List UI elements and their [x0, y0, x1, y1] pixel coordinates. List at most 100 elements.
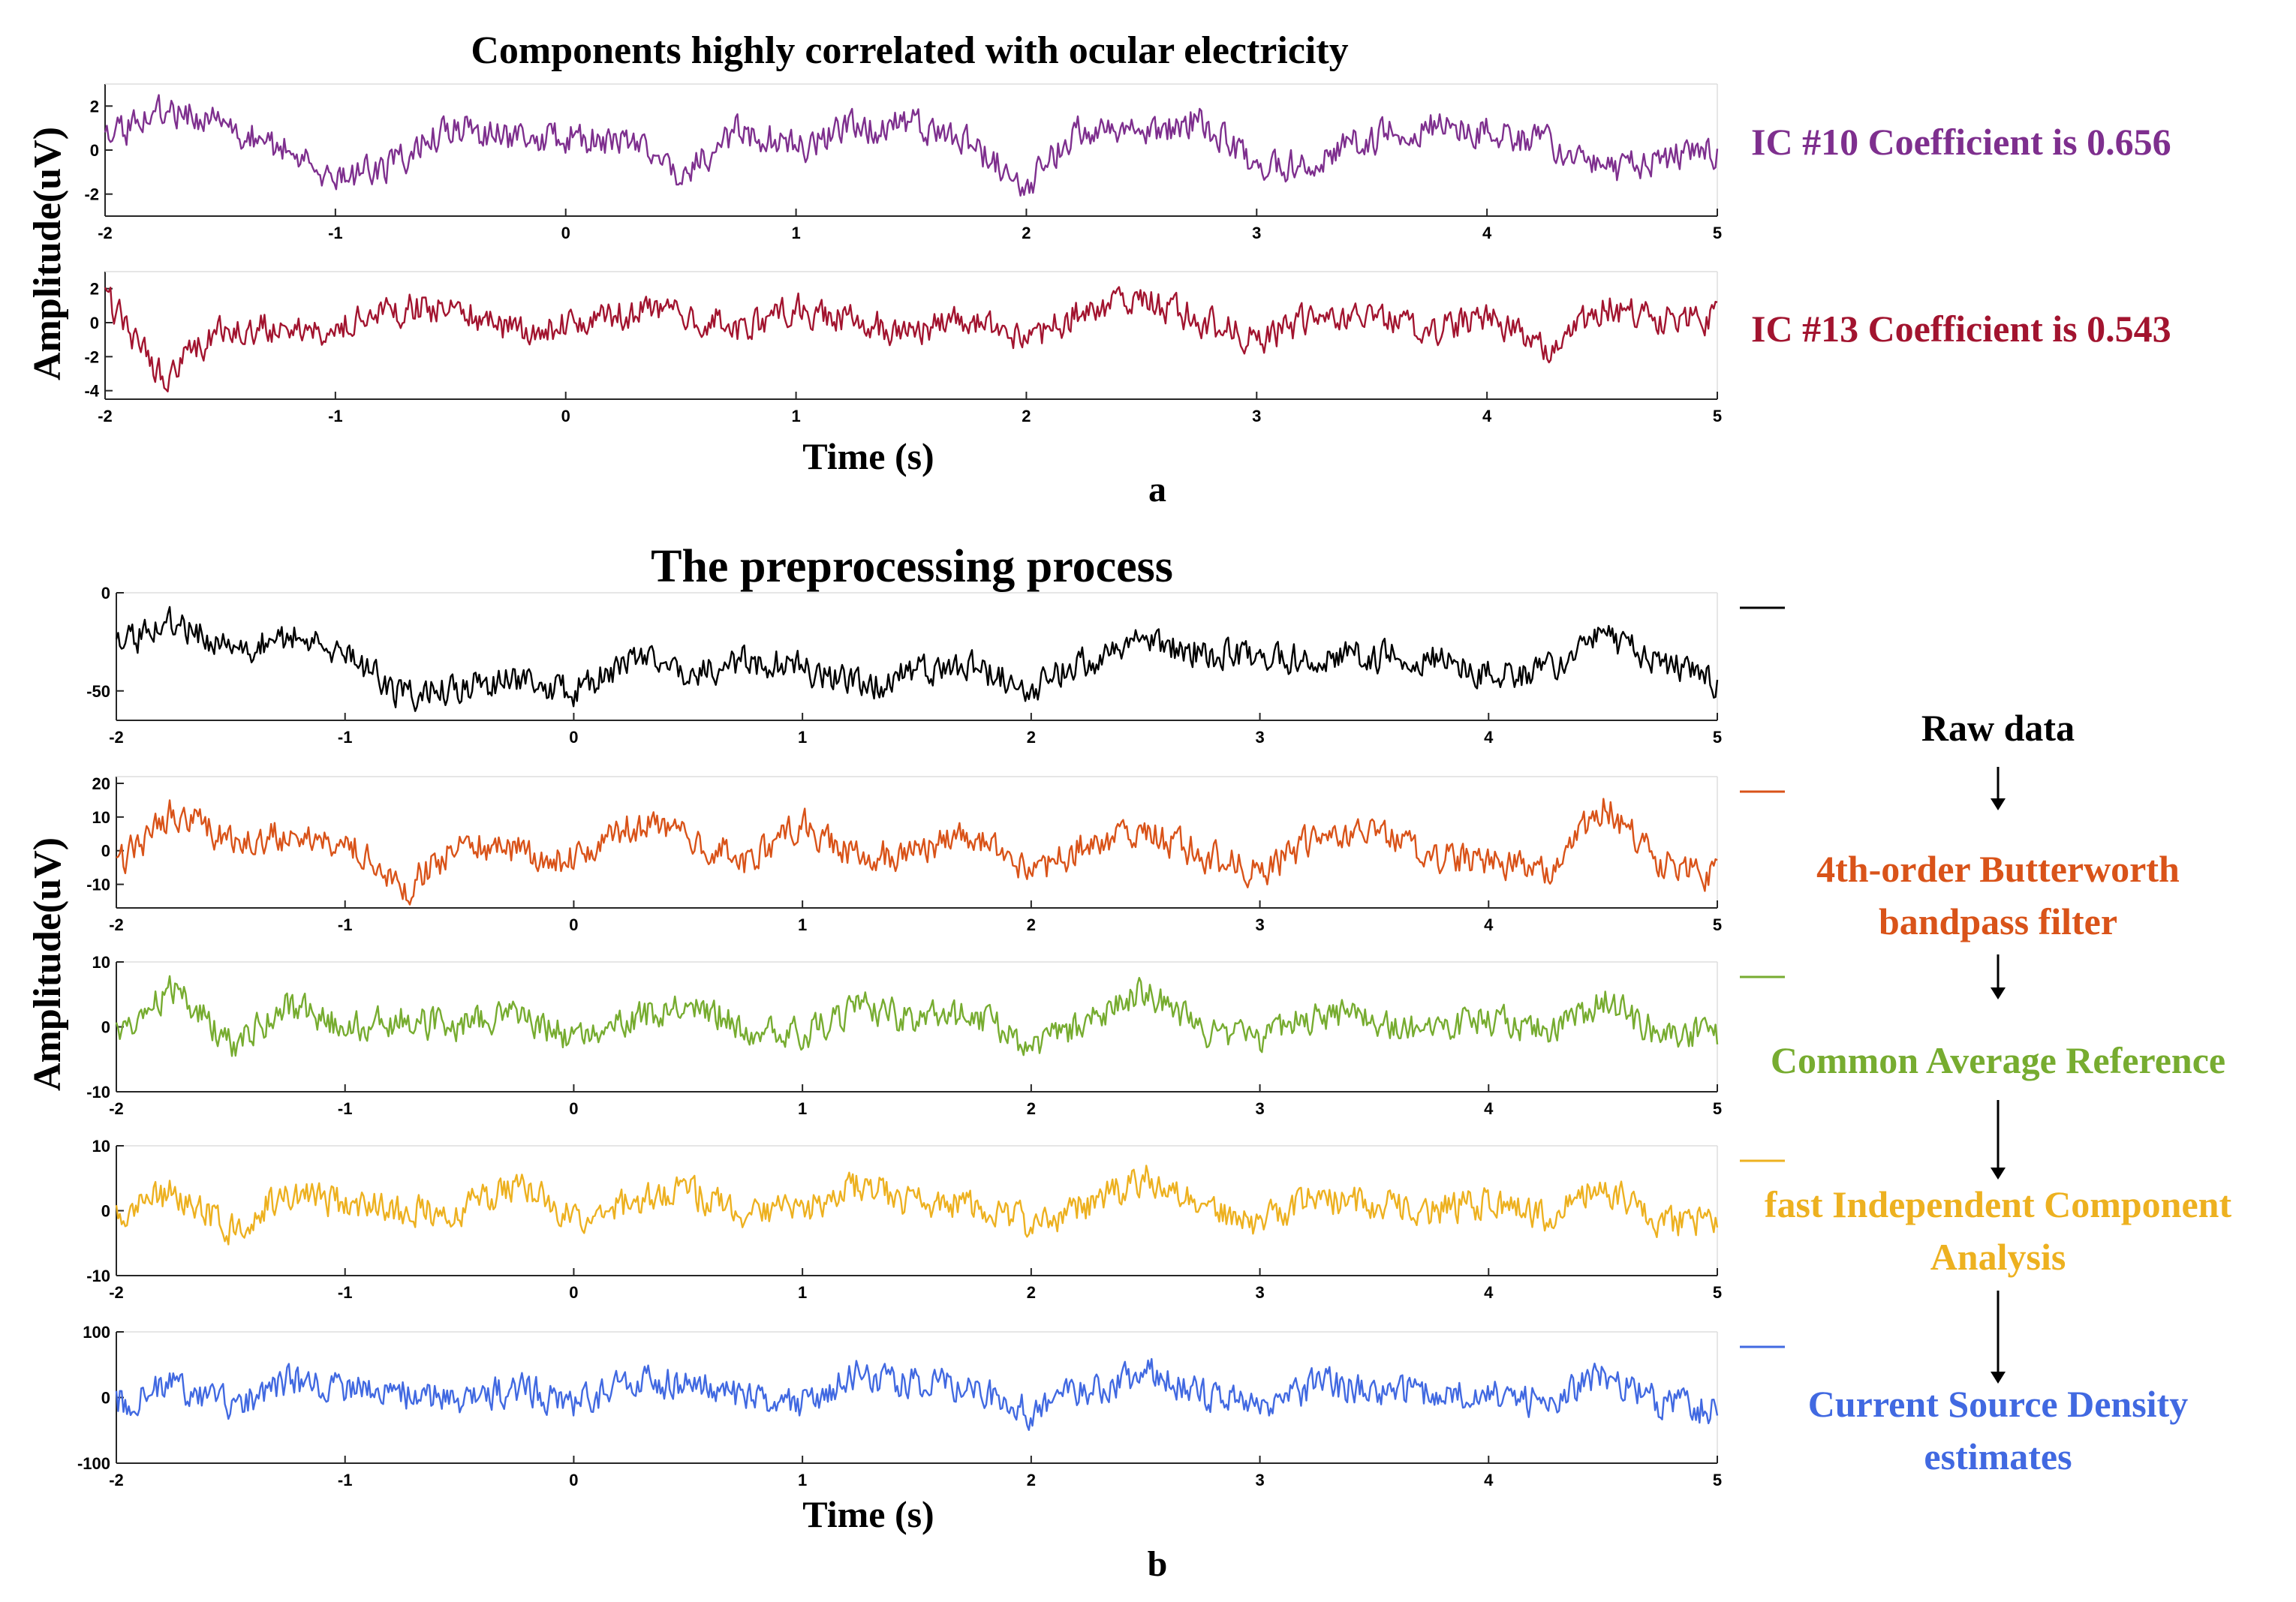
panel-a-xtick-label-1: 3 — [1252, 407, 1261, 425]
panel-a-ytick-label-0: -2 — [84, 185, 99, 204]
panel-b-series-line-4 — [115, 1357, 1719, 1432]
panel-b-xtick-label-4: 5 — [1713, 1471, 1722, 1489]
flow-step-fastica-line1: fast Independent Component — [1765, 1183, 2232, 1225]
panel-b-xtick-label-3: -1 — [338, 1283, 353, 1302]
panel-b-ytick-label-4: -100 — [77, 1454, 110, 1473]
panel-b-xtick-label-2: 0 — [569, 1099, 578, 1118]
panel-b-xtick-label-4: 3 — [1255, 1471, 1264, 1489]
panel-a-xtick-label-0: 4 — [1482, 224, 1492, 242]
panel-b-xtick-label-3: 1 — [798, 1283, 807, 1302]
panel-b-ytick-label-4: 0 — [101, 1389, 110, 1408]
panel-b-xtick-label-4: -1 — [338, 1471, 353, 1489]
panel-a-xtick-label-0: 0 — [561, 224, 570, 242]
panel-b-xtick-label-3: 5 — [1713, 1283, 1722, 1302]
panel-b-ytick-label-2: 0 — [101, 1018, 110, 1037]
panel-a-xtick-label-1: -2 — [98, 407, 113, 425]
panel-a-ytick-label-1: 0 — [90, 314, 99, 332]
panel-a-ytick-label-1: 2 — [90, 280, 99, 299]
panel-a-series-line-1 — [104, 286, 1718, 392]
panel-a-ylabel: Amplitude(uV) — [26, 127, 69, 380]
flow-step-fastica-line2: Analysis — [1930, 1236, 2066, 1278]
panel-a-xtick-label-1: 1 — [791, 407, 800, 425]
panel-b-series-line-1 — [116, 798, 1718, 906]
panel-b-xtick-label-0: 3 — [1255, 728, 1264, 747]
panel-b-xtick-label-2: 3 — [1255, 1099, 1264, 1118]
panel-b-xtick-label-3: -2 — [109, 1283, 124, 1302]
panel-b-xtick-label-4: 4 — [1484, 1471, 1494, 1489]
panel-b-xtick-label-3: 3 — [1255, 1283, 1264, 1302]
panel-b-xtick-label-4: 1 — [798, 1471, 807, 1489]
panel-a-subplot-0: -2 -1 0 1 2 3 4 5 -2 0 2 — [84, 83, 1722, 242]
panel-b-xtick-label-1: 4 — [1484, 915, 1494, 934]
panel-b-xtick-label-0: 1 — [798, 728, 807, 747]
preprocessing-flowchart: Raw data 4th-order Butterworth bandpass … — [1765, 707, 2232, 1477]
subplot-layer: -2 -1 0 1 2 3 4 5-202-2 -1 0 1 2 3 4 5-4-202-2 -1 0 1 2 3 4 5… — [77, 83, 1785, 1489]
panel-a-xtick-label-1: 4 — [1482, 407, 1492, 425]
panel-b-xtick-label-4: 0 — [569, 1471, 578, 1489]
panel-b-xtick-label-2: -1 — [338, 1099, 353, 1118]
panel-a-xtick-label-1: 2 — [1022, 407, 1031, 425]
panel-a-xlabel: Time (s) — [802, 435, 934, 477]
flow-arrowhead-3 — [1991, 1168, 2006, 1180]
panel-b-xtick-label-3: 0 — [569, 1283, 578, 1302]
panel-b-ytick-label-1: 10 — [92, 808, 110, 827]
panel-b-ytick-label-1: 0 — [101, 842, 110, 861]
panel-b-xtick-label-0: 0 — [569, 728, 578, 747]
flow-step-raw: Raw data — [1921, 707, 2075, 749]
panel-b-subplot-0: -2 -1 0 1 2 3 4 5 -50 0 — [86, 584, 1785, 747]
panel-b-series-line-0 — [115, 606, 1719, 712]
panel-b-xtick-label-1: 0 — [569, 915, 578, 934]
panel-a-xtick-label-0: 2 — [1022, 224, 1031, 242]
panel-a-ytick-label-0: 0 — [90, 141, 99, 160]
flow-step-car: Common Average Reference — [1771, 1039, 2225, 1081]
flow-step-csd-line1: Current Source Density — [1808, 1383, 2188, 1425]
panel-a-xtick-label-0: -2 — [98, 224, 113, 242]
panel-b-xtick-label-0: 2 — [1027, 728, 1036, 747]
panel-b-title: The preprocessing process — [651, 541, 1173, 592]
flow-arrowhead-1 — [1991, 798, 2006, 810]
panel-a-ytick-label-1: -2 — [84, 347, 99, 366]
panel-a-xtick-label-1: 5 — [1713, 407, 1722, 425]
panel-b-xtick-label-2: -2 — [109, 1099, 124, 1118]
panel-b-xtick-label-2: 5 — [1713, 1099, 1722, 1118]
panel-b-series-line-2 — [115, 975, 1719, 1057]
flow-step-butterworth-line2: bandpass filter — [1879, 900, 2117, 942]
panel-b-xlabel: Time (s) — [802, 1493, 934, 1535]
panel-b-ylabel: Amplitude(uV) — [26, 837, 69, 1091]
panel-a-series-line-0 — [104, 94, 1719, 197]
panel-a-xtick-label-0: 5 — [1713, 224, 1722, 242]
panel-b-xtick-label-4: -2 — [109, 1471, 124, 1489]
panel-b-xtick-label-2: 1 — [798, 1099, 807, 1118]
panel-a-title: Components highly correlated with ocular… — [471, 29, 1348, 72]
panel-a-caption: a — [1148, 470, 1166, 509]
panel-b-ytick-label-3: 0 — [101, 1202, 110, 1221]
panel-a-subplot-1: -2 -1 0 1 2 3 4 5 -4 -2 0 2 — [84, 271, 1722, 425]
panel-b-xtick-label-0: -1 — [338, 728, 353, 747]
ic10-label: IC #10 Coefficient is 0.656 — [1751, 121, 2171, 163]
panel-b-xtick-label-3: 4 — [1484, 1283, 1494, 1302]
panel-b-ytick-label-1: 20 — [92, 774, 110, 793]
panel-b-xtick-label-0: 4 — [1484, 728, 1494, 747]
panel-b-ytick-label-2: -10 — [86, 1083, 110, 1102]
flow-arrowhead-4 — [1991, 1372, 2006, 1384]
panel-a-ytick-label-0: 2 — [90, 97, 99, 116]
panel-a-xtick-label-0: -1 — [328, 224, 343, 242]
panel-a-xtick-label-0: 3 — [1252, 224, 1261, 242]
ic13-label: IC #13 Coefficient is 0.543 — [1751, 308, 2171, 350]
panel-b-subplot-4: -2 -1 0 1 2 3 4 5 -100 0 100 — [77, 1323, 1785, 1489]
panel-b-xtick-label-1: 1 — [798, 915, 807, 934]
panel-a-xtick-label-1: -1 — [328, 407, 343, 425]
panel-b-xtick-label-2: 2 — [1027, 1099, 1036, 1118]
panel-b-ytick-label-4: 100 — [83, 1323, 110, 1342]
panel-b-xtick-label-0: -2 — [109, 728, 124, 747]
panel-b-xtick-label-1: 3 — [1255, 915, 1264, 934]
panel-a-xtick-label-0: 1 — [791, 224, 800, 242]
panel-b-ytick-label-3: -10 — [86, 1267, 110, 1285]
panel-b-xtick-label-1: -1 — [338, 915, 353, 934]
panel-b-ytick-label-2: 10 — [92, 953, 110, 972]
flow-arrowhead-2 — [1991, 987, 2006, 999]
